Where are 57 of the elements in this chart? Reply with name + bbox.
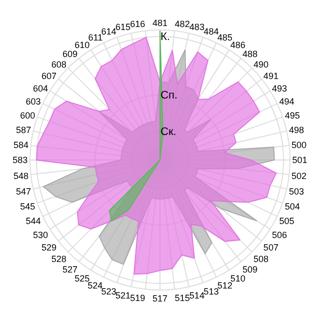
spoke-label: 548 — [14, 170, 29, 181]
spoke-label: 609 — [62, 49, 78, 60]
spoke-label: 547 — [16, 186, 32, 197]
spoke-label: 545 — [20, 202, 36, 212]
spoke-label: 502 — [291, 170, 306, 181]
spoke-label: 481 — [152, 18, 168, 28]
spoke-label: 513 — [204, 286, 219, 296]
spoke-label: 495 — [284, 110, 300, 121]
spoke-label: 610 — [74, 40, 90, 50]
spoke-label: 607 — [42, 70, 57, 81]
spoke-label: 500 — [291, 140, 306, 150]
spoke-label: 510 — [230, 273, 246, 284]
spoke-label: 529 — [42, 242, 57, 253]
spoke-label: 517 — [152, 293, 168, 304]
y-tick-label: К. — [160, 31, 170, 44]
spoke-label: 521 — [116, 290, 131, 300]
spoke-label: 584 — [14, 140, 29, 150]
spoke-label: 523 — [101, 286, 116, 296]
spoke-label: 608 — [51, 59, 66, 70]
spoke-label: 485 — [217, 32, 232, 43]
spoke-label: 528 — [51, 254, 66, 264]
spoke-label: 615 — [116, 22, 131, 32]
spoke-label: 493 — [272, 83, 288, 94]
spoke-label: 603 — [26, 96, 41, 107]
spoke-label: 494 — [279, 96, 294, 107]
spoke-label: 583 — [12, 155, 28, 166]
spoke-label: 604 — [32, 83, 48, 94]
spoke-label: 484 — [204, 26, 219, 36]
spoke-label: 504 — [284, 202, 300, 212]
spoke-label: 507 — [263, 242, 278, 253]
spoke-label: 508 — [254, 254, 269, 264]
spoke-label: 616 — [130, 19, 146, 30]
spoke-label: 509 — [242, 264, 258, 274]
spoke-label: 587 — [16, 125, 32, 136]
spoke-label: 503 — [288, 186, 304, 197]
spoke-label: 524 — [88, 280, 103, 291]
spoke-label: 544 — [26, 216, 41, 226]
spoke-label: 490 — [254, 59, 269, 70]
spoke-label: 614 — [101, 26, 116, 36]
spoke-label: 525 — [74, 273, 90, 284]
spoke-label: 498 — [288, 125, 304, 136]
spoke-label: 488 — [242, 49, 258, 60]
spoke-label: 527 — [62, 264, 78, 274]
spoke-label: 486 — [230, 40, 246, 50]
spoke-label: 530 — [32, 230, 48, 240]
spoke-label: 512 — [217, 280, 232, 291]
spoke-label: 506 — [272, 230, 288, 240]
spoke-label: 611 — [88, 32, 103, 43]
spoke-label: 600 — [20, 110, 36, 121]
spoke-label: 515 — [174, 292, 190, 303]
spoke-label: 483 — [189, 22, 204, 32]
spoke-label: 505 — [279, 216, 294, 226]
spoke-label: 514 — [189, 290, 204, 300]
spoke-label: 501 — [292, 155, 308, 166]
spoke-label: 491 — [263, 70, 278, 81]
spoke-label: 482 — [174, 19, 190, 30]
spoke-label: 519 — [130, 292, 146, 303]
